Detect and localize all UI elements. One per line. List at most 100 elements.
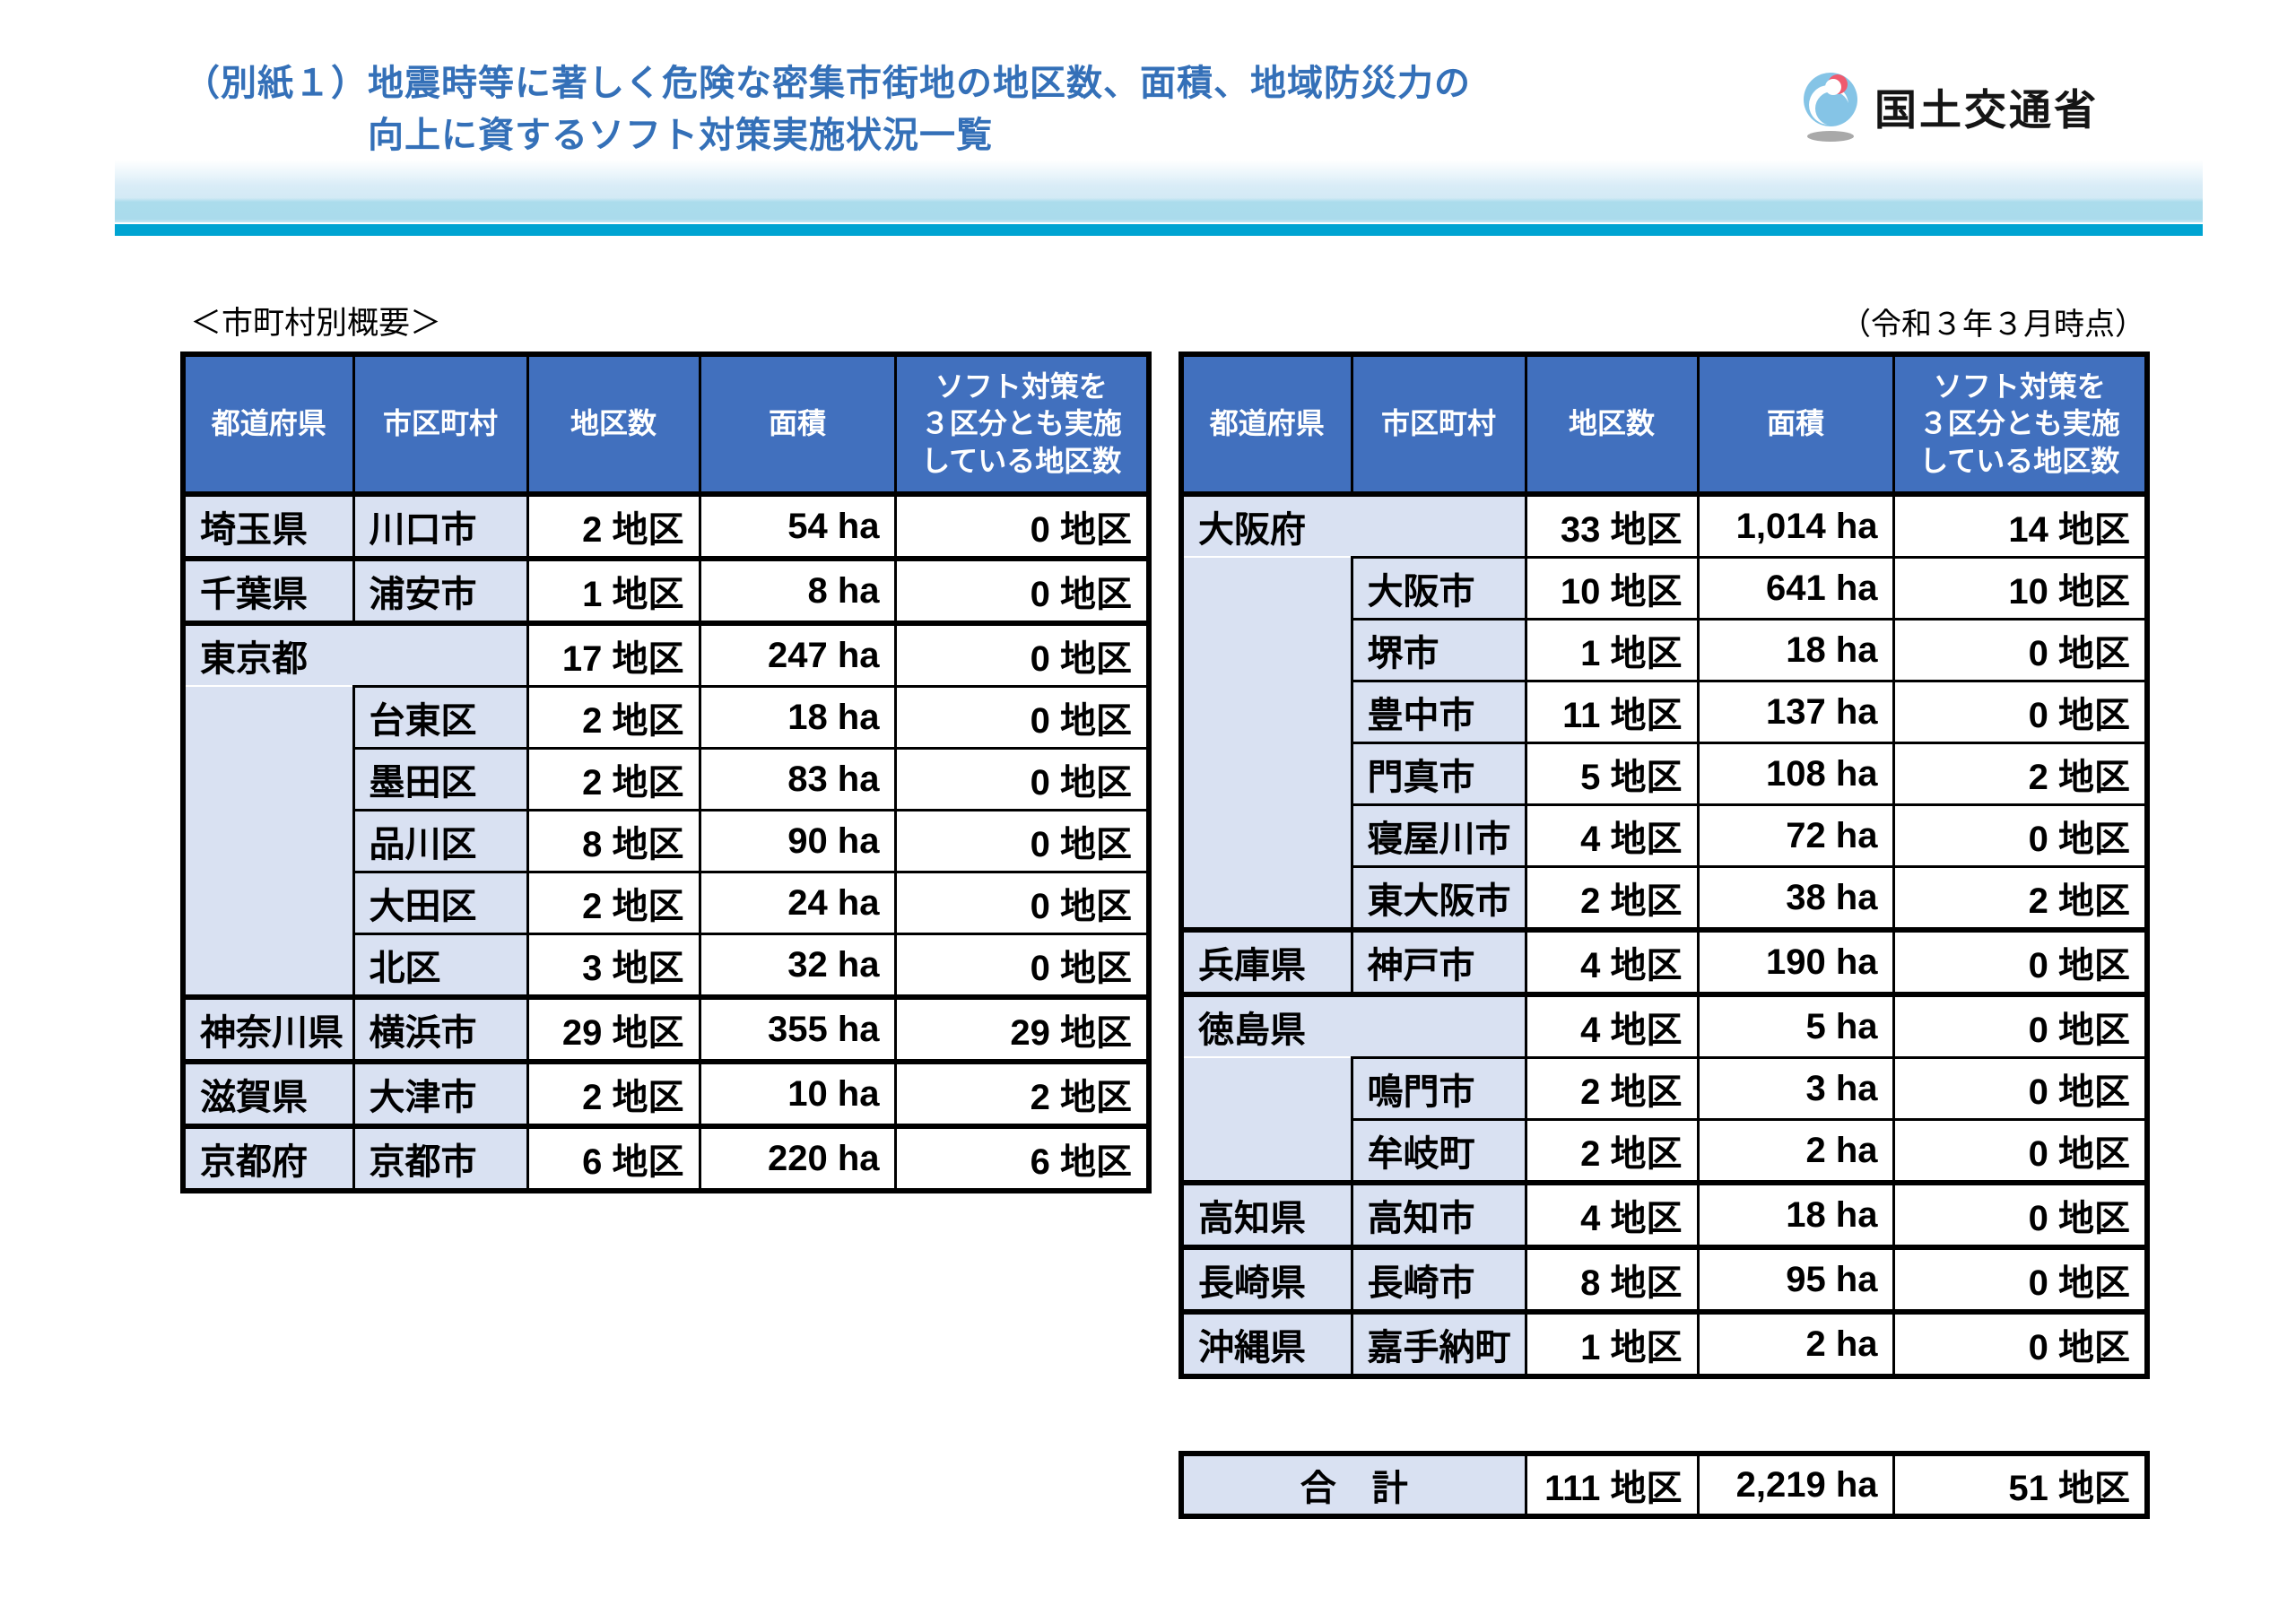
- soft-measures-cell: 2 地区: [1892, 865, 2149, 932]
- city-cell: 台東区: [352, 685, 529, 750]
- soft-measures-cell: 0 地区: [1892, 992, 2149, 1059]
- total-label: 合 計: [1179, 1452, 1527, 1518]
- table-row: 寝屋川市 4 地区 72 ha 0 地区: [1181, 803, 2149, 868]
- table-row: 千葉県 浦安市 1 地区 8 ha 0 地区: [181, 556, 1151, 625]
- area-cell: 108 ha: [1696, 742, 1895, 806]
- soft-measures-cell: 0 地区: [1892, 803, 2149, 868]
- soft-measures-cell: 0 地区: [893, 747, 1151, 812]
- city-cell: 京都市: [352, 1124, 529, 1193]
- prefecture-cell: 神奈川県: [181, 994, 355, 1063]
- table-row: 滋賀県 大津市 2 地区 10 ha 2 地区: [181, 1059, 1151, 1128]
- soft-measures-cell: 0 地区: [893, 492, 1151, 560]
- area-cell: 5 ha: [1696, 992, 1895, 1059]
- city-cell: 嘉手納町: [1350, 1309, 1527, 1378]
- total-districts-cell: 111 地区: [1524, 1452, 1700, 1518]
- table-header-row: 都道府県 市区町村 地区数 面積 ソフト対策を ３区分とも実施 している地区数: [1179, 352, 2149, 497]
- districts-cell: 2 地区: [526, 685, 701, 750]
- col-header-municipality: 市区町村: [352, 352, 529, 497]
- table-row: 大阪府 33 地区 1,014 ha 14 地区: [1179, 492, 2149, 559]
- prefecture-cell: 千葉県: [181, 556, 355, 625]
- table-row: 門真市 5 地区 108 ha 2 地区: [1181, 742, 2149, 806]
- districts-cell: 29 地区: [526, 994, 701, 1063]
- districts-cell: 2 地区: [1524, 1056, 1700, 1121]
- soft-measures-cell: 0 地区: [893, 556, 1151, 625]
- page-title: （別紙１）地震時等に著しく危険な密集市街地の地区数、面積、地域防災力の 向上に資…: [184, 57, 1471, 161]
- municipalities-table-left: 都道府県 市区町村 地区数 面積 ソフト対策を ３区分とも実施 している地区数 …: [180, 352, 1152, 1193]
- area-cell: 1,014 ha: [1696, 492, 1895, 559]
- col-header-municipality: 市区町村: [1350, 352, 1527, 497]
- table-row: 神奈川県 横浜市 29 地区 355 ha 29 地区: [181, 994, 1151, 1063]
- page-title-line2: 向上に資するソフト対策実施状況一覧: [368, 116, 993, 155]
- area-cell: 3 ha: [1696, 1056, 1895, 1121]
- districts-cell: 10 地区: [1524, 556, 1700, 621]
- table-row: 品川区 8 地区 90 ha 0 地区: [183, 809, 1151, 873]
- area-cell: 38 ha: [1696, 865, 1895, 932]
- districts-cell: 4 地区: [1524, 992, 1700, 1059]
- merged-prefecture-cell: [181, 686, 355, 999]
- area-cell: 18 ha: [1696, 1180, 1895, 1249]
- districts-cell: 3 地区: [526, 933, 701, 999]
- soft-measures-cell: 6 地区: [893, 1124, 1151, 1193]
- prefecture-cell: 高知県: [1179, 1180, 1353, 1249]
- area-cell: 10 ha: [698, 1059, 897, 1128]
- city-cell: 横浜市: [352, 994, 529, 1063]
- area-cell: 18 ha: [698, 685, 897, 750]
- city-cell: 大津市: [352, 1059, 529, 1128]
- col-header-soft-measures: ソフト対策を ３区分とも実施 している地区数: [1892, 352, 2149, 497]
- table-row: 北区 3 地区 32 ha 0 地区: [183, 933, 1151, 999]
- header-cyan-bar: [115, 224, 2203, 236]
- soft-measures-cell: 29 地区: [893, 994, 1151, 1063]
- page-title-line1: （別紙１）地震時等に著しく危険な密集市街地の地区数、面積、地域防災力の: [184, 64, 1471, 103]
- area-cell: 54 ha: [698, 492, 897, 560]
- table-row: 埼玉県 川口市 2 地区 54 ha 0 地区: [181, 492, 1151, 560]
- districts-cell: 6 地区: [526, 1124, 701, 1193]
- soft-measures-cell: 0 地区: [1892, 1309, 2149, 1378]
- city-cell: 高知市: [1350, 1180, 1527, 1249]
- area-cell: 24 ha: [698, 871, 897, 935]
- soft-measures-cell: 0 地区: [893, 621, 1151, 688]
- districts-cell: 4 地区: [1524, 803, 1700, 868]
- city-cell: 牟岐町: [1350, 1118, 1527, 1185]
- districts-cell: 2 地区: [1524, 865, 1700, 932]
- districts-cell: 8 地区: [1524, 1245, 1700, 1314]
- districts-cell: 2 地区: [1524, 1118, 1700, 1185]
- area-cell: 95 ha: [1696, 1245, 1895, 1314]
- table-row: 鳴門市 2 地区 3 ha 0 地区: [1179, 1056, 2149, 1185]
- soft-measures-cell: 0 地区: [1892, 1118, 2149, 1185]
- asof-date-label: （令和３年３月時点）: [1840, 308, 2145, 342]
- merged-prefecture-cell: [1179, 1057, 1353, 1185]
- districts-cell: 1 地区: [1524, 1309, 1700, 1378]
- col-header-districts: 地区数: [526, 352, 701, 497]
- table-row: 長崎県 長崎市 8 地区 95 ha 0 地区: [1179, 1245, 2149, 1314]
- soft-measures-cell: 0 地区: [1892, 1056, 2149, 1121]
- prefecture-cell: 長崎県: [1179, 1245, 1353, 1314]
- col-header-area: 面積: [698, 352, 897, 497]
- city-cell: 門真市: [1350, 742, 1527, 806]
- table-row: 台東区 2 地区 18 ha 0 地区: [181, 685, 1151, 999]
- districts-cell: 1 地区: [526, 556, 701, 625]
- city-cell: 北区: [352, 933, 529, 999]
- soft-measures-cell: 0 地区: [893, 871, 1151, 935]
- soft-measures-cell: 0 地区: [893, 685, 1151, 750]
- city-cell: 豊中市: [1350, 680, 1527, 744]
- districts-cell: 5 地区: [1524, 742, 1700, 806]
- prefecture-cell: 滋賀県: [181, 1059, 355, 1128]
- table-row: 大阪市 10 地区 641 ha 10 地区: [1179, 556, 2149, 932]
- mlit-logo: 国土交通省: [1801, 68, 2099, 143]
- districts-cell: 4 地区: [1524, 1180, 1700, 1249]
- table-row: 京都府 京都市 6 地区 220 ha 6 地区: [181, 1124, 1151, 1193]
- municipalities-table-right: 都道府県 市区町村 地区数 面積 ソフト対策を ３区分とも実施 している地区数 …: [1178, 352, 2150, 1379]
- districts-cell: 8 地区: [526, 809, 701, 873]
- total-area-cell: 2,219 ha: [1696, 1452, 1895, 1518]
- districts-cell: 1 地区: [1524, 618, 1700, 682]
- soft-measures-cell: 10 地区: [1892, 556, 2149, 621]
- city-cell: 寝屋川市: [1350, 803, 1527, 868]
- area-cell: 2 ha: [1696, 1309, 1895, 1378]
- prefecture-cell: 東京都: [181, 621, 529, 687]
- area-cell: 355 ha: [698, 994, 897, 1063]
- prefecture-cell: 徳島県: [1179, 992, 1527, 1058]
- table-row: 徳島県 4 地区 5 ha 0 地区: [1179, 992, 2149, 1059]
- city-cell: 大阪市: [1350, 556, 1527, 621]
- section-label: ＜市町村別概要＞: [190, 306, 442, 341]
